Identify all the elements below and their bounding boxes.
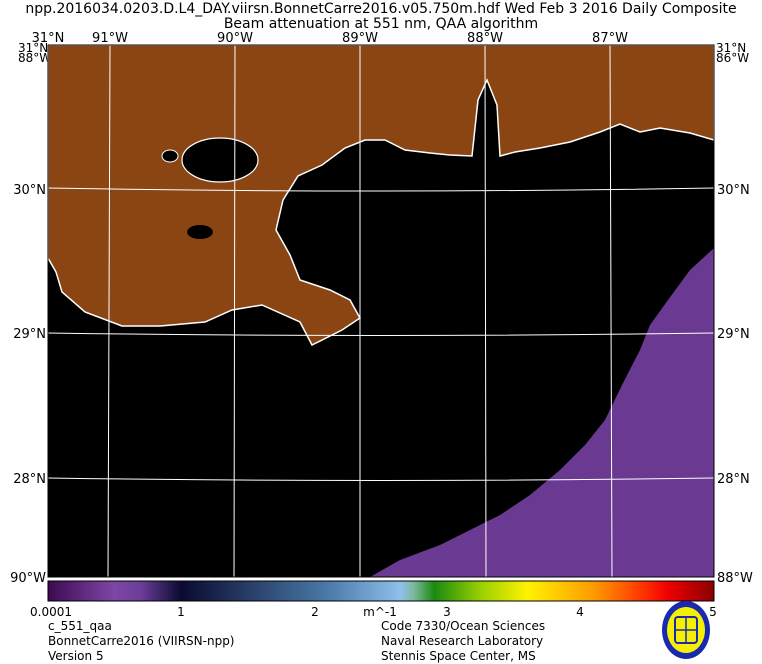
footer-product: c_551_qaa (48, 619, 112, 633)
footer-region: BonnetCarre2016 (VIIRSN-npp) (48, 634, 235, 648)
lat-label-right: 28°N (717, 472, 750, 487)
corner-label-top-right: 31°N 86°W (716, 41, 750, 65)
mobile-bay (478, 95, 495, 145)
colorbar-tick: 5 (709, 605, 717, 619)
lake-maurepas (161, 149, 179, 163)
lake-pontchartrain (181, 137, 259, 183)
grid-lat-28n (47, 477, 715, 481)
corner-label-bottom-right: 88°W (717, 571, 753, 586)
lat-label-left: 29°N (13, 327, 46, 342)
lat-label-right: 30°N (717, 183, 750, 198)
colorbar (47, 580, 715, 602)
grid-lon-87w (609, 44, 613, 578)
colorbar-tick: 1 (177, 605, 185, 619)
footer-org: Naval Research Laboratory (381, 634, 544, 648)
footer-version: Version 5 (48, 649, 104, 663)
footer-code: Code 7330/Ocean Sciences (381, 619, 546, 633)
lake (187, 225, 213, 239)
lon-label: 90°W (217, 31, 253, 46)
corner-label-bottom-left: 90°W (10, 571, 46, 586)
lon-label: 87°W (592, 31, 628, 46)
title-line-2: Beam attenuation at 551 nm, QAA algorith… (223, 16, 539, 32)
lon-label: 91°W (92, 31, 128, 46)
title-line-1: npp.2016034.0203.D.L4_DAY.viirsn.BonnetC… (25, 1, 737, 17)
graticule (47, 44, 715, 578)
grid-lon-90w (233, 44, 236, 578)
map-frame (47, 44, 715, 578)
grid-lat-30n (47, 187, 715, 192)
grid-lon-91w (107, 44, 111, 578)
colorbar-tick: 3 (443, 605, 451, 619)
grid-lon-88w (484, 44, 487, 578)
lat-label-right: 29°N (717, 327, 750, 342)
colorbar-unit: m^-1 (363, 605, 397, 619)
grid-lat-29n (47, 332, 715, 336)
lat-label-left: 30°N (13, 183, 46, 198)
lat-label-left: 28°N (13, 472, 46, 487)
low-attenuation-region (370, 248, 714, 577)
corner-label-top-left: 31°N 88°W (18, 41, 52, 65)
lon-label: 88°W (467, 31, 503, 46)
lat-label-top-left: 31°N (31, 31, 65, 46)
colorbar-tick: 0.0001 (30, 605, 72, 619)
land (47, 44, 715, 347)
colorbar-tick: 2 (311, 605, 319, 619)
lon-label: 89°W (342, 31, 378, 46)
nrl-logo (662, 601, 710, 659)
colorbar-tick: 4 (576, 605, 584, 619)
footer-location: Stennis Space Center, MS (381, 649, 536, 663)
